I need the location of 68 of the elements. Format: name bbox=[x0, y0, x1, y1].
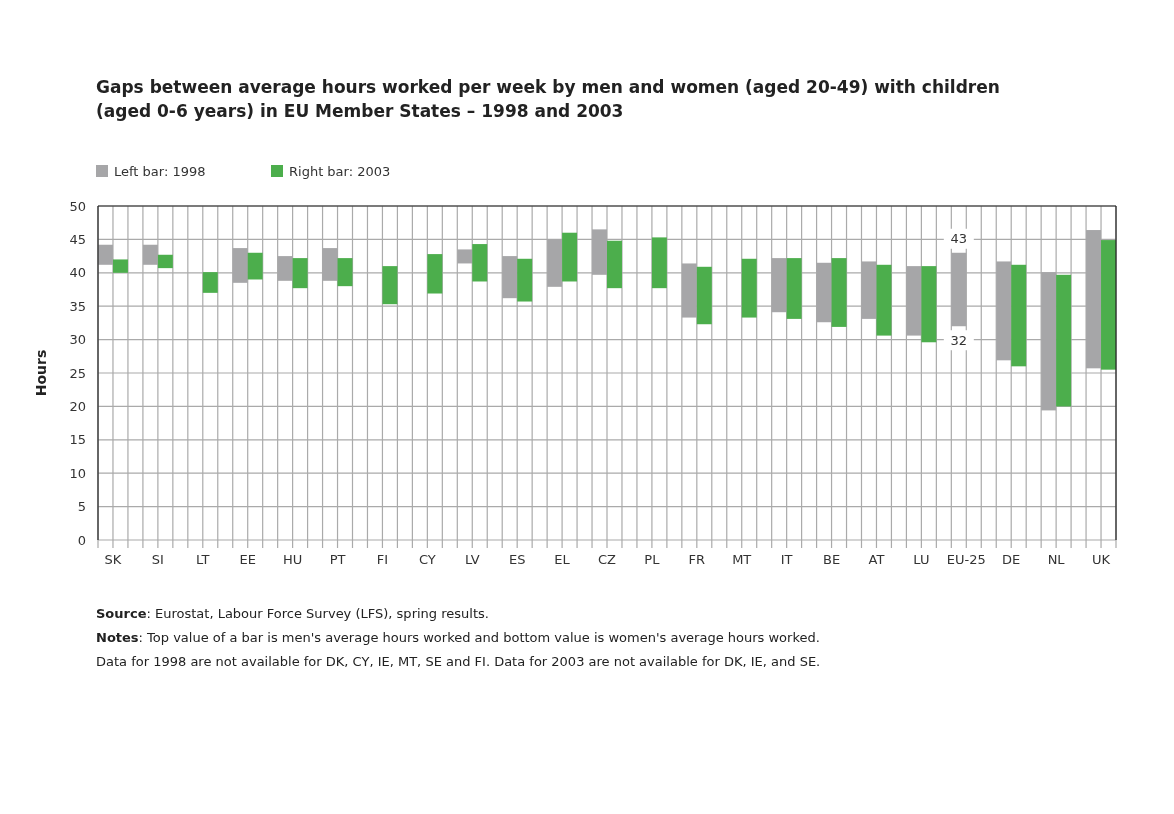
legend-label: Left bar: 1998 bbox=[114, 164, 206, 179]
bar bbox=[382, 266, 398, 305]
x-tick-label: FR bbox=[688, 552, 706, 567]
text: Data for 1998 are not available for DK, CY, IE, MT, SE and FI. Data for 2003 are not available for DK, IE, and SE. bbox=[96, 654, 821, 669]
y-tick-label: 10 bbox=[69, 465, 86, 481]
x-tick-label: MT bbox=[732, 552, 752, 567]
x-tick-label: EU-25 bbox=[946, 552, 986, 567]
bar bbox=[142, 244, 158, 265]
chart-title: Gaps between average hours worked per week by men and women (aged 20-49) with children (aged 0-6 years) in EU Member States – 1998 and 2003 bbox=[96, 77, 1000, 121]
y-tick-label: 40 bbox=[69, 265, 86, 281]
x-tick-label: BE bbox=[822, 552, 841, 567]
bar bbox=[741, 258, 757, 318]
x-tick-label: LV bbox=[464, 552, 480, 567]
x-tick-label: EE bbox=[239, 552, 256, 567]
bar bbox=[607, 240, 622, 289]
bar bbox=[696, 266, 712, 325]
annotation: 32 bbox=[950, 332, 968, 348]
bar bbox=[98, 244, 113, 265]
x-tick-label: CZ bbox=[598, 552, 617, 567]
legend-label: Right bar: 2003 bbox=[289, 164, 391, 179]
bar bbox=[247, 252, 263, 280]
bar bbox=[1056, 274, 1072, 407]
text: Notes: Top value of a bar is men's average hours worked and bottom value is women's average hours worked. bbox=[96, 630, 820, 645]
bar bbox=[157, 254, 173, 269]
x-tick-label: LU bbox=[913, 552, 930, 567]
bar bbox=[1101, 240, 1116, 370]
x-tick-label: PL bbox=[644, 552, 661, 567]
x-tick-label: FI bbox=[376, 552, 389, 567]
x-tick-label: EL bbox=[554, 552, 571, 567]
x-tick-label: PT bbox=[329, 552, 346, 567]
x-tick-label: ES bbox=[508, 552, 526, 567]
y-tick-label: 45 bbox=[69, 231, 86, 247]
x-tick-label: SK bbox=[104, 552, 122, 567]
bar bbox=[921, 266, 937, 343]
x-tick-label: AT bbox=[868, 552, 885, 567]
bar bbox=[337, 258, 353, 287]
y-tick-label: 5 bbox=[77, 499, 86, 515]
bar bbox=[202, 272, 218, 293]
bar bbox=[831, 258, 847, 327]
y-tick-label: 15 bbox=[69, 432, 86, 448]
x-tick-label: NL bbox=[1047, 552, 1066, 567]
bar bbox=[651, 237, 667, 289]
bar bbox=[427, 254, 443, 294]
bar bbox=[786, 258, 802, 319]
annotation: 43 bbox=[950, 231, 968, 247]
x-tick-label: CY bbox=[418, 552, 436, 567]
bar bbox=[112, 259, 128, 273]
x-tick-label: UK bbox=[1092, 552, 1111, 567]
bar bbox=[562, 232, 578, 282]
x-tick-label: SI bbox=[151, 552, 164, 567]
bar bbox=[1011, 264, 1027, 367]
x-tick-label: DE bbox=[1002, 552, 1021, 567]
y-tick-label: 20 bbox=[69, 398, 86, 414]
bar bbox=[457, 249, 473, 264]
bar bbox=[876, 264, 892, 336]
x-tick-label: LT bbox=[196, 552, 210, 567]
bar bbox=[472, 244, 488, 282]
x-tick-label: HU bbox=[282, 552, 303, 567]
y-tick-label: 50 bbox=[69, 198, 86, 214]
source-note: Source: Eurostat, Labour Force Survey (LFS), spring results. bbox=[96, 606, 489, 621]
y-tick-label: 0 bbox=[77, 532, 86, 548]
bar bbox=[292, 258, 308, 289]
y-tick-label: 25 bbox=[69, 365, 86, 381]
y-axis-title: Hours bbox=[33, 349, 49, 397]
y-tick-label: 30 bbox=[69, 332, 86, 348]
x-tick-label: IT bbox=[780, 552, 793, 567]
bar bbox=[517, 258, 533, 302]
y-tick-label: 35 bbox=[69, 298, 86, 314]
